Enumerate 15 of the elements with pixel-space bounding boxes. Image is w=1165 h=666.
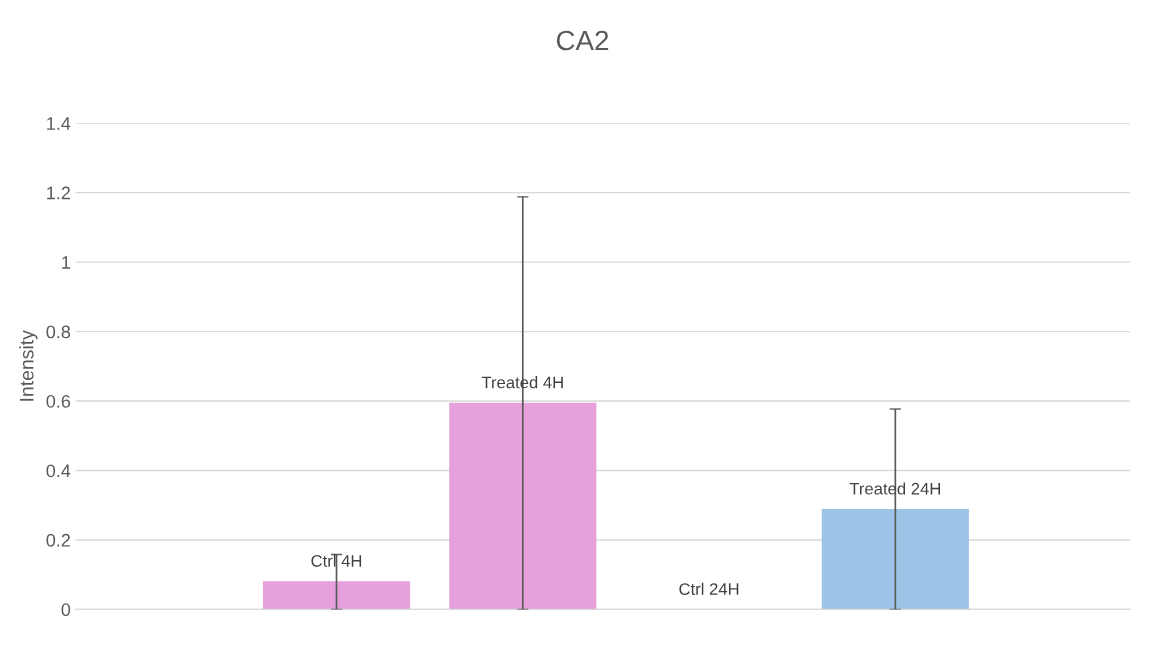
bar — [821, 509, 969, 610]
y-tick-label: 1.2 — [47, 186, 70, 200]
y-tick-label: 0.6 — [46, 394, 71, 408]
y-tick-label: 0.2 — [46, 533, 70, 547]
y-axis-title: Intensity — [19, 330, 38, 401]
y-tick-label: 0.8 — [46, 325, 71, 339]
y-tick-label: 1.4 — [47, 117, 71, 130]
chart-title: CA2 — [556, 30, 609, 51]
y-tick-label: 0 — [61, 603, 71, 617]
y-tick-label: 1 — [62, 256, 70, 269]
y-tick-label: 0.4 — [46, 464, 71, 478]
x-tick-label: Ctrl 4H — [311, 554, 362, 567]
bar — [262, 581, 411, 610]
x-tick-label: Ctrl 24H — [679, 582, 739, 595]
bar — [449, 402, 597, 610]
